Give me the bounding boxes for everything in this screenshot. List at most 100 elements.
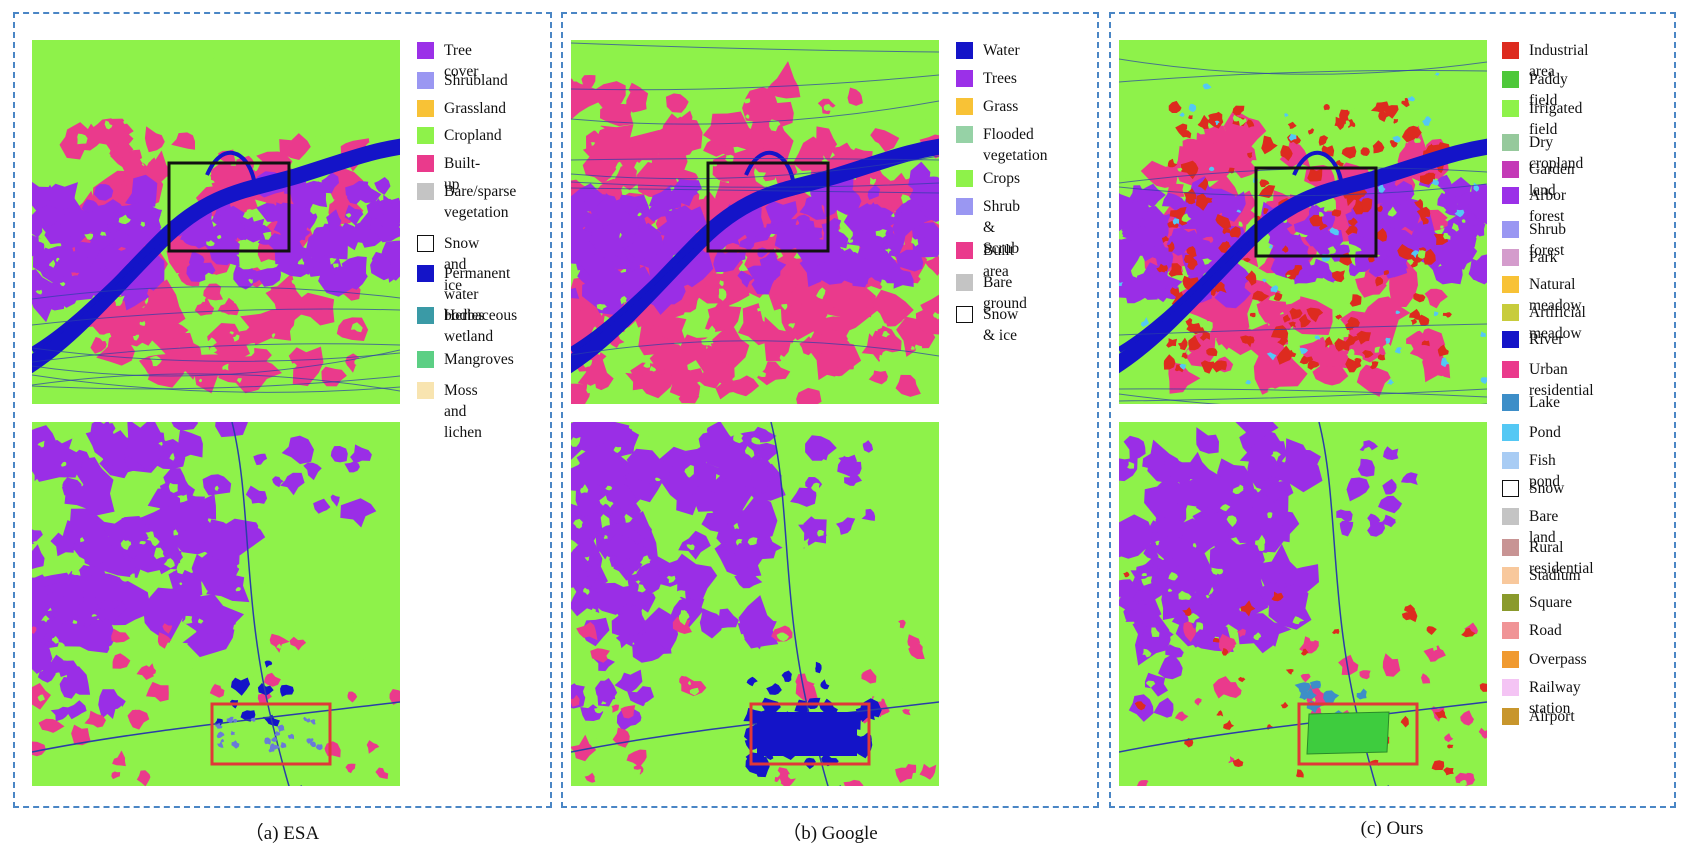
legend-label: Fish pond xyxy=(1529,452,1560,490)
legend-label: Mangroves xyxy=(444,351,514,368)
ours-map-bottom xyxy=(1119,422,1487,786)
legend-swatch xyxy=(1502,539,1519,556)
legend-label: Paddy field xyxy=(1529,71,1568,109)
legend-swatch xyxy=(1502,452,1519,469)
legend-label: Arbor forest xyxy=(1529,187,1567,225)
legend-item: Artificial meadow xyxy=(1502,302,1586,344)
legend-item: Overpass xyxy=(1502,649,1587,670)
legend-swatch xyxy=(1502,480,1519,497)
legend-item: Arbor forest xyxy=(1502,185,1566,227)
legend-swatch xyxy=(417,382,434,399)
legend-swatch xyxy=(956,98,973,115)
legend-label: Urban residential xyxy=(1529,361,1594,399)
legend-label: Crops xyxy=(983,170,1021,187)
legend-label: Railway station xyxy=(1529,679,1581,717)
legend-label: Permanent water bodies xyxy=(444,265,511,324)
legend-swatch xyxy=(1502,249,1519,266)
legend-item: Paddy field xyxy=(1502,69,1568,111)
legend-item: Pond xyxy=(1502,422,1561,443)
legend-item: Lake xyxy=(1502,392,1560,413)
legend-label: Trees xyxy=(983,70,1017,87)
legend-item: Natural meadow xyxy=(1502,274,1582,316)
legend-swatch xyxy=(1502,708,1519,725)
legend-label: Built area xyxy=(983,242,1015,280)
legend-swatch xyxy=(1502,567,1519,584)
legend-label: Tree cover xyxy=(444,42,479,80)
legend-swatch xyxy=(417,307,434,324)
legend-label: Industrial area xyxy=(1529,42,1589,80)
legend-swatch xyxy=(417,183,434,200)
legend-label: Shrub forest xyxy=(1529,221,1567,259)
legend-swatch xyxy=(1502,594,1519,611)
legend-swatch xyxy=(1502,651,1519,668)
legend-swatch xyxy=(1502,221,1519,238)
legend-item: Bare land xyxy=(1502,506,1558,548)
legend-item: Airport xyxy=(1502,706,1575,727)
legend-label: Airport xyxy=(1529,708,1575,725)
legend-swatch xyxy=(1502,424,1519,441)
legend-swatch xyxy=(1502,276,1519,293)
legend-swatch xyxy=(417,100,434,117)
legend-label: Snow and ice xyxy=(444,235,480,294)
esa-map-bottom xyxy=(32,422,400,786)
legend-label: Cropland xyxy=(444,127,502,144)
legend-label: Snow & ice xyxy=(983,306,1019,344)
legend-label: Square xyxy=(1529,594,1573,611)
legend-label: Grass xyxy=(983,98,1019,115)
legend-label: Road xyxy=(1529,622,1562,639)
ours-map-top xyxy=(1119,40,1487,404)
legend-item: Grassland xyxy=(417,98,506,119)
legend-label: Grassland xyxy=(444,100,506,117)
legend-item: Garden land xyxy=(1502,159,1575,201)
google-map-bottom xyxy=(571,422,939,786)
legend-swatch xyxy=(417,351,434,368)
legend-swatch xyxy=(956,198,973,215)
legend-label: Snow xyxy=(1529,480,1565,497)
legend-item: Bare/sparse vegetation xyxy=(417,181,516,223)
legend-label: Moss and lichen xyxy=(444,382,482,441)
legend-label: Herbaceous wetland xyxy=(444,307,518,345)
legend-item: Tree cover xyxy=(417,40,478,82)
legend-swatch xyxy=(1502,679,1519,696)
legend-item: Shrubland xyxy=(417,70,508,91)
legend-swatch xyxy=(956,42,973,59)
legend-label: Flooded vegetation xyxy=(983,126,1048,164)
legend-item: Moss and lichen xyxy=(417,380,482,443)
legend-label: Bare/sparse vegetation xyxy=(444,183,517,221)
legend-item: Cropland xyxy=(417,125,502,146)
panel-google xyxy=(561,12,1099,808)
legend-item: Fish pond xyxy=(1502,450,1560,492)
legend-swatch xyxy=(956,274,973,291)
legend-swatch xyxy=(956,306,973,323)
caption-google: （b) Google xyxy=(782,823,878,844)
legend-item: Snow and ice xyxy=(417,233,479,296)
caption-ours: (c) Ours xyxy=(1360,818,1424,839)
legend-item: Railway station xyxy=(1502,677,1581,719)
legend-item: Square xyxy=(1502,592,1572,613)
panel-esa xyxy=(13,12,552,808)
legend-swatch xyxy=(1502,100,1519,117)
legend-label: Garden land xyxy=(1529,161,1575,199)
legend-item: Trees xyxy=(956,68,1017,89)
legend-item: Road xyxy=(1502,620,1562,641)
legend-item: Built-up xyxy=(417,153,480,195)
legend-swatch xyxy=(417,265,434,282)
legend-item: Shrub & Scrub xyxy=(956,196,1020,259)
legend-swatch xyxy=(417,72,434,89)
legend-swatch xyxy=(417,127,434,144)
legend-swatch xyxy=(956,170,973,187)
legend-swatch xyxy=(1502,394,1519,411)
legend-item: Bare ground xyxy=(956,272,1027,314)
legend-swatch xyxy=(956,242,973,259)
legend-swatch xyxy=(1502,361,1519,378)
legend-label: Bare land xyxy=(1529,508,1559,546)
legend-label: Overpass xyxy=(1529,651,1587,668)
legend-label: Bare ground xyxy=(983,274,1027,312)
legend-swatch xyxy=(417,155,434,172)
legend-label: Pond xyxy=(1529,424,1561,441)
legend-swatch xyxy=(417,235,434,252)
legend-item: Urban residential xyxy=(1502,359,1594,401)
legend-item: Mangroves xyxy=(417,349,514,370)
legend-swatch xyxy=(956,70,973,87)
legend-item: Industrial area xyxy=(1502,40,1588,82)
